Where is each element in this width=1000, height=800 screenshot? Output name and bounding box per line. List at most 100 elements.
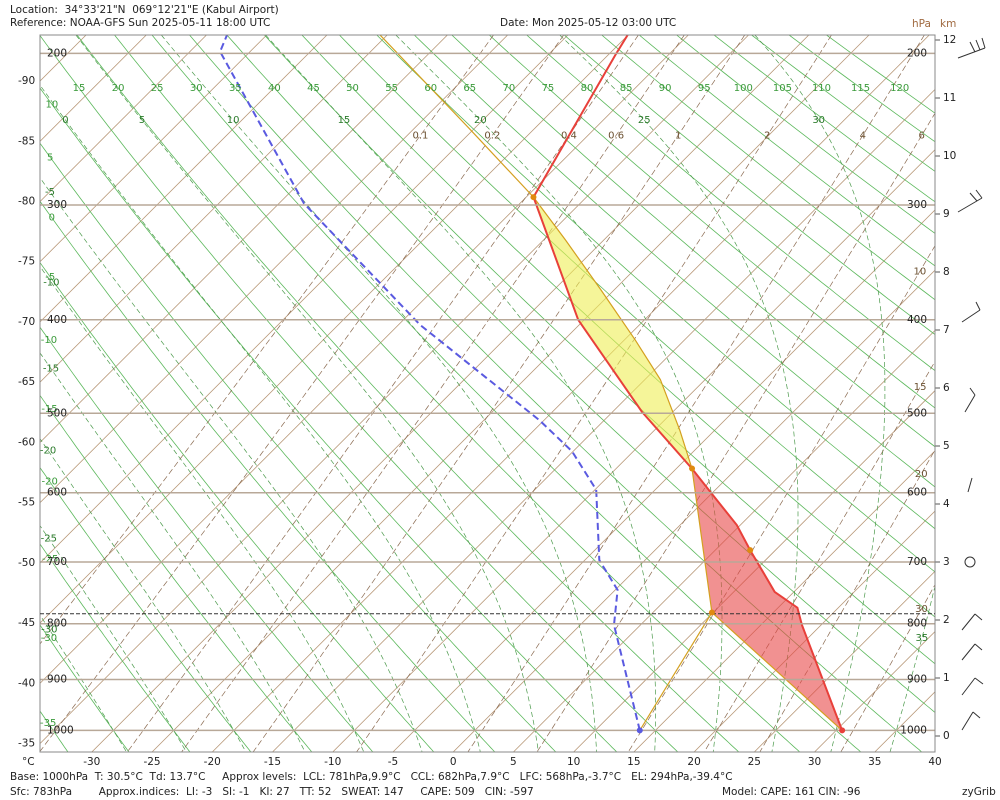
- wind-calm: [964, 556, 976, 568]
- isotherm: [573, 390, 935, 752]
- dry-adiabat: [226, 35, 935, 714]
- x-tick-label: 0: [450, 756, 457, 768]
- dry-adiabat: [40, 326, 374, 752]
- dry-adiabat: [451, 35, 935, 448]
- curve-label: 5: [47, 152, 53, 163]
- pressure-label-left: 200: [47, 47, 67, 59]
- mixing-ratio: [252, 35, 745, 752]
- curve-label: 20: [112, 83, 125, 94]
- curve-label: 15: [914, 382, 927, 393]
- height-label: 2: [943, 614, 950, 626]
- pressure-unit: hPa: [912, 18, 931, 30]
- isotherm: [40, 35, 268, 263]
- curve-label: 55: [385, 83, 398, 94]
- isotherm: [40, 35, 388, 383]
- curve-label: 90: [659, 83, 672, 94]
- x-tick-label: 10: [567, 756, 580, 768]
- dry-adiabat: [489, 35, 935, 409]
- dry-adiabat: [151, 35, 862, 752]
- wind-barb: [957, 37, 986, 59]
- height-label: 5: [943, 440, 950, 452]
- height-label: 9: [943, 208, 950, 220]
- curve-label: 0.4: [561, 130, 577, 141]
- date: Date: Mon 2025-05-12 03:00 UTC: [500, 17, 676, 29]
- isotherm-edge-label: -90: [18, 75, 35, 87]
- height-label: 8: [943, 266, 950, 278]
- isotherm: [211, 35, 930, 752]
- isotherm-edge-label: -85: [18, 135, 35, 147]
- moist-adiabat: [40, 352, 306, 752]
- isotherm: [151, 35, 870, 752]
- dry-adiabat: [40, 261, 435, 752]
- curve-label: 6: [919, 130, 925, 141]
- pressure-label-right: 400: [907, 314, 927, 326]
- curve-label: 35: [916, 633, 929, 644]
- curve-label: 95: [698, 83, 711, 94]
- mixing-ratio: [840, 584, 935, 752]
- isotherm-edge-label: -60: [18, 436, 35, 448]
- pressure-label-right: 600: [907, 487, 927, 499]
- moist-adiabat: [559, 35, 799, 752]
- mixing-ratio: [127, 35, 639, 752]
- cape-area: [533, 197, 692, 469]
- moist-adiabat: [265, 35, 657, 752]
- curve-label: 80: [581, 83, 594, 94]
- mixing-ratio: [181, 35, 685, 752]
- curve-label: 110: [812, 83, 831, 94]
- height-label: 1: [943, 672, 950, 684]
- curve-label: 0: [49, 213, 55, 224]
- height-label: 4: [943, 498, 950, 510]
- wind-barb: [961, 301, 981, 323]
- dry-adiabat: [40, 35, 679, 752]
- dry-adiabat: [40, 142, 557, 752]
- pressure-label-left: 800: [47, 618, 67, 630]
- x-tick-label: -10: [324, 756, 341, 768]
- curve-label: -20: [41, 477, 57, 488]
- isotherm: [392, 209, 935, 752]
- curve-label: -5: [45, 187, 55, 198]
- dry-adiabat: [189, 35, 922, 752]
- x-tick-label: -15: [264, 756, 281, 768]
- isotherm-edge-label: -35: [18, 738, 35, 750]
- isotherm: [40, 35, 689, 684]
- wind-barb: [961, 613, 983, 631]
- curve-label: 35: [229, 83, 242, 94]
- dry-adiabat: [638, 35, 935, 267]
- curve-label: 30: [915, 604, 928, 615]
- moist-adiabat: [40, 614, 127, 752]
- curve-label: 115: [851, 83, 870, 94]
- pressure-label-left: 300: [47, 199, 67, 211]
- pressure-label-right: 300: [907, 199, 927, 211]
- moist-adiabat: [889, 584, 935, 752]
- curve-label: 0.2: [484, 130, 500, 141]
- pressure-label-right: 1000: [900, 724, 927, 736]
- curve-label: 45: [307, 83, 320, 94]
- curve-label: 5: [139, 115, 145, 126]
- isotherm: [91, 35, 810, 752]
- moist-adiabat: [40, 438, 247, 752]
- curve-label: 70: [502, 83, 515, 94]
- height-unit: km: [940, 18, 956, 30]
- grid: [40, 35, 935, 752]
- curve-label: 15: [338, 115, 351, 126]
- wind-barb: [967, 477, 973, 493]
- pressure-label-left: 600: [47, 487, 67, 499]
- mixing-ratio: [40, 35, 564, 752]
- dry-adiabat: [76, 35, 740, 752]
- height-label: 0: [943, 730, 950, 742]
- moist-adiabat: [40, 177, 423, 752]
- isotherm: [40, 35, 749, 745]
- curve-label: -25: [42, 554, 58, 565]
- pressure-label-right: 900: [907, 673, 927, 685]
- curve-label: -10: [43, 278, 59, 289]
- dry-adiabat: [601, 35, 935, 301]
- pressure-label-left: 500: [47, 407, 67, 419]
- pressure-label-left: 700: [47, 556, 67, 568]
- height-label: 3: [943, 556, 950, 568]
- isotherm-edge-label: -55: [18, 497, 35, 509]
- isotherm: [814, 630, 935, 752]
- curve-label: -5: [45, 272, 55, 283]
- curve-label: 50: [346, 83, 359, 94]
- dry-adiabat: [376, 35, 935, 530]
